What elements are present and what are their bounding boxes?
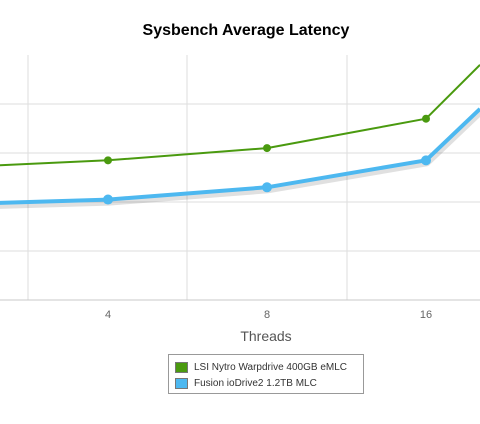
legend-item-fusion: Fusion ioDrive2 1.2TB MLC	[175, 375, 357, 391]
chart-title: Sysbench Average Latency	[143, 22, 350, 39]
series-0	[0, 64, 480, 167]
series-line	[0, 64, 480, 167]
legend-swatch-fusion	[175, 377, 188, 389]
data-point	[421, 155, 431, 166]
data-point	[263, 144, 271, 153]
data-point	[422, 114, 430, 123]
x-tick-label: 8	[264, 309, 270, 321]
x-tick-label: 4	[105, 309, 111, 321]
data-point	[104, 156, 112, 165]
legend-label-fusion: Fusion ioDrive2 1.2TB MLC	[194, 377, 317, 389]
legend-item-lsi: LSI Nytro Warpdrive 400GB eMLC	[175, 359, 357, 375]
data-point	[262, 182, 272, 193]
data-point	[103, 194, 113, 205]
series-1	[0, 107, 480, 209]
series-line-shadow	[0, 109, 480, 209]
chart-legend: LSI Nytro Warpdrive 400GB eMLC Fusion io…	[168, 354, 364, 394]
chart-grid	[0, 55, 480, 301]
series-line	[0, 107, 480, 205]
x-tick-label: 16	[420, 309, 432, 321]
x-axis-label: Threads	[240, 328, 291, 344]
legend-swatch-lsi	[175, 361, 188, 373]
chart-series	[0, 64, 480, 209]
legend-label-lsi: LSI Nytro Warpdrive 400GB eMLC	[194, 361, 348, 373]
x-axis-ticks: 4 8 16	[105, 309, 432, 321]
